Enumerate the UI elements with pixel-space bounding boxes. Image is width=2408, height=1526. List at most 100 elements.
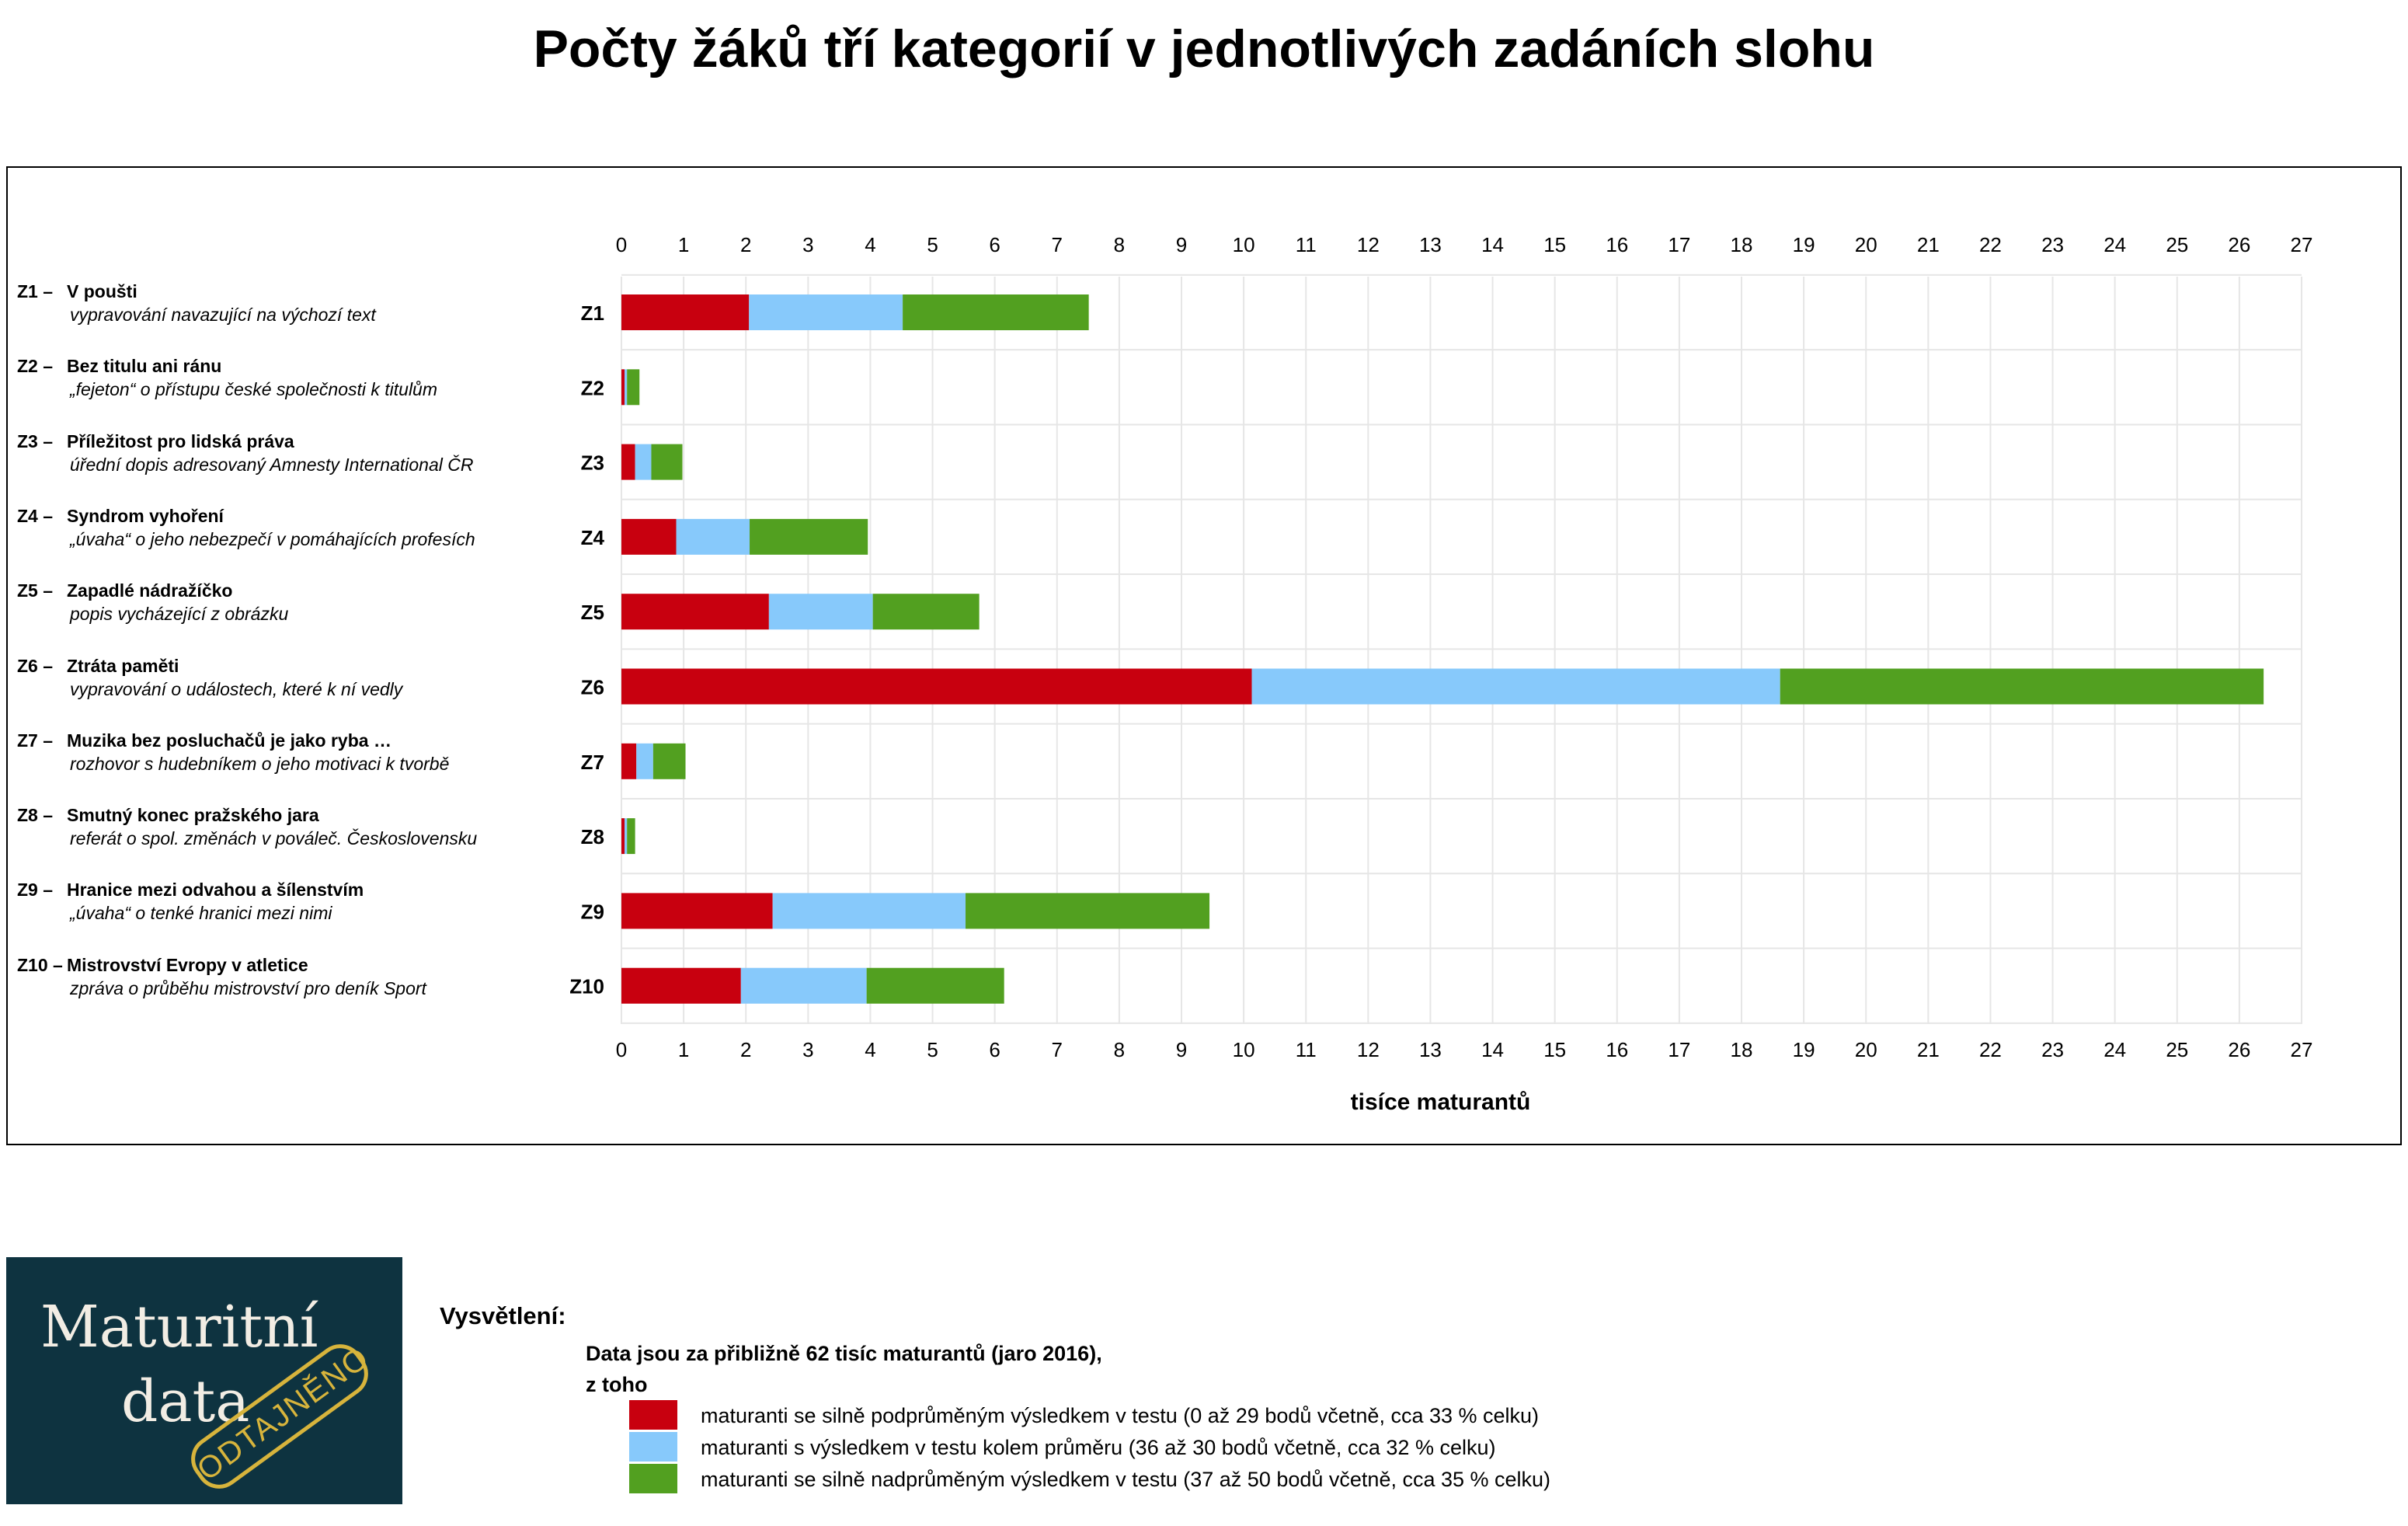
x-tick-top-19: 19 xyxy=(1793,233,1815,256)
row-title: Příležitost pro lidská práva xyxy=(67,430,294,451)
x-tick-bottom-22: 22 xyxy=(1979,1038,2002,1061)
x-tick-top-11: 11 xyxy=(1296,233,1317,256)
row-code: Z5 – xyxy=(17,580,54,601)
x-tick-bottom-23: 23 xyxy=(2041,1038,2064,1061)
x-tick-top-21: 21 xyxy=(1917,233,1940,256)
logo-line-2: data xyxy=(121,1368,250,1435)
category-label-z7: Z7 xyxy=(581,751,604,774)
x-tick-top-20: 20 xyxy=(1855,233,1877,256)
row-code: Z3 – xyxy=(17,430,54,451)
x-tick-bottom-9: 9 xyxy=(1176,1038,1187,1061)
row-label-2: Z2 – Bez titulu ani ránu „fejeton“ o příst… xyxy=(17,354,437,401)
chart-title: Počty žáků tří kategorií v jednotlivých … xyxy=(533,19,1875,78)
bar-chart: 0011223344556677889910101111121213131414… xyxy=(569,233,2313,1115)
maturitni-data-logo: Maturitní data ODTAJNĚNO xyxy=(6,1257,402,1504)
bar-z7-series-2 xyxy=(652,743,686,779)
bar-z8-series-0 xyxy=(621,818,625,855)
row-description: referát o spol. změnách v pováleč. Česko… xyxy=(70,828,478,849)
row-code: Z10 – xyxy=(17,954,63,975)
row-description: popis vycházející z obrázku xyxy=(70,604,289,625)
category-label-z6: Z6 xyxy=(581,676,604,699)
bar-z7-series-0 xyxy=(621,743,637,779)
bar-z2-series-1 xyxy=(625,369,628,406)
x-tick-bottom-1: 1 xyxy=(678,1038,689,1061)
x-tick-bottom-18: 18 xyxy=(1731,1038,1753,1061)
row-title: Zapadlé nádražíčko xyxy=(67,580,233,601)
row-code: Z6 – xyxy=(17,655,54,676)
row-description: vypravování o událostech, které k ní ved… xyxy=(70,678,403,699)
row-description: rozhovor s hudebníkem o jeho motivaci k … xyxy=(70,753,450,774)
x-tick-top-18: 18 xyxy=(1731,233,1753,256)
x-tick-top-7: 7 xyxy=(1052,233,1063,256)
x-tick-top-17: 17 xyxy=(1668,233,1690,256)
x-tick-bottom-25: 25 xyxy=(2166,1038,2188,1061)
row-description: „fejeton“ o přístupu české společnosti k… xyxy=(70,379,438,400)
x-axis-label: tisíce maturantů xyxy=(1351,1089,1531,1115)
row-code: Z2 – xyxy=(17,356,54,377)
bar-z8-series-1 xyxy=(625,818,628,855)
x-tick-bottom-8: 8 xyxy=(1114,1038,1125,1061)
bar-z2-series-2 xyxy=(627,369,640,406)
bar-z6-series-2 xyxy=(1780,668,2264,705)
row-label-4: Z4 – Syndrom vyhoření „úvaha“ o jeho nebez… xyxy=(17,504,475,551)
x-tick-bottom-19: 19 xyxy=(1793,1038,1815,1061)
row-label-8: Z8 – Smutný konec pražského jara referát o… xyxy=(17,803,477,850)
x-tick-top-9: 9 xyxy=(1176,233,1187,256)
x-tick-top-0: 0 xyxy=(616,233,627,256)
row-title: Hranice mezi odvahou a šílenstvím xyxy=(67,880,364,901)
x-tick-bottom-10: 10 xyxy=(1233,1038,1255,1061)
bar-z5-series-0 xyxy=(621,594,769,630)
x-tick-top-25: 25 xyxy=(2166,233,2188,256)
chart-frame xyxy=(6,166,2402,1145)
legend-swatch-high xyxy=(629,1464,677,1493)
x-tick-top-14: 14 xyxy=(1481,233,1504,256)
row-title: Bez titulu ani ránu xyxy=(67,356,222,377)
row-code: Z7 – xyxy=(17,730,54,751)
category-label-z1: Z1 xyxy=(581,301,604,325)
bar-z10-series-1 xyxy=(740,967,867,1004)
bar-z9-series-0 xyxy=(621,893,773,929)
legend-note: Data jsou za přibližně 62 tisíc maturant… xyxy=(586,1338,1102,1400)
x-tick-bottom-0: 0 xyxy=(616,1038,627,1061)
row-label-1: Z1 – V poušti vypravování navazující na vý… xyxy=(17,280,376,326)
row-title: Muzika bez posluchačů je jako ryba … xyxy=(67,730,391,751)
x-tick-top-6: 6 xyxy=(989,233,1000,256)
bar-z6-series-1 xyxy=(1251,668,1780,705)
row-code: Z8 – xyxy=(17,805,54,826)
bar-z5-series-2 xyxy=(872,594,980,630)
bar-z4-series-1 xyxy=(676,518,750,555)
legend-label-mid: maturanti s výsledkem v testu kolem prům… xyxy=(701,1436,1496,1459)
row-code: Z1 – xyxy=(17,281,54,301)
bar-z3-series-0 xyxy=(621,444,635,480)
bar-z3-series-1 xyxy=(635,444,652,480)
legend-swatch-low xyxy=(629,1400,677,1430)
x-tick-top-12: 12 xyxy=(1357,233,1380,256)
bar-z5-series-1 xyxy=(768,594,873,630)
x-tick-top-2: 2 xyxy=(740,233,751,256)
x-tick-top-23: 23 xyxy=(2041,233,2064,256)
bar-z4-series-0 xyxy=(621,518,677,555)
bar-z1-series-2 xyxy=(903,294,1089,330)
logo-line-1: Maturitní xyxy=(40,1294,318,1361)
x-tick-top-4: 4 xyxy=(865,233,875,256)
row-label-3: Z3 – Příležitost pro lidská práva úřední d… xyxy=(17,430,474,476)
category-label-z5: Z5 xyxy=(581,601,604,624)
legend-note-line-2: z toho xyxy=(586,1373,648,1396)
row-title: Ztráta paměti xyxy=(67,655,179,676)
x-tick-bottom-26: 26 xyxy=(2228,1038,2250,1061)
row-label-10: Z10 – Mistrovství Evropy v atletice zpráva… xyxy=(17,953,426,1000)
legend-note-line-1: Data jsou za přibližně 62 tisíc maturant… xyxy=(586,1342,1102,1365)
x-tick-top-27: 27 xyxy=(2291,233,2313,256)
row-code: Z9 – xyxy=(17,880,54,901)
x-tick-top-24: 24 xyxy=(2104,233,2126,256)
x-tick-bottom-11: 11 xyxy=(1296,1038,1317,1061)
x-tick-bottom-3: 3 xyxy=(802,1038,813,1061)
x-tick-bottom-7: 7 xyxy=(1052,1038,1063,1061)
row-label-5: Z5 – Zapadlé nádražíčko popis vycházející … xyxy=(17,579,288,625)
bar-z7-series-1 xyxy=(636,743,653,779)
category-label-z9: Z9 xyxy=(581,900,604,923)
x-tick-bottom-4: 4 xyxy=(865,1038,875,1061)
x-tick-bottom-21: 21 xyxy=(1917,1038,1940,1061)
bar-z2-series-0 xyxy=(621,369,625,406)
row-description: „úvaha“ o jeho nebezpečí v pomáhajících … xyxy=(70,528,475,549)
